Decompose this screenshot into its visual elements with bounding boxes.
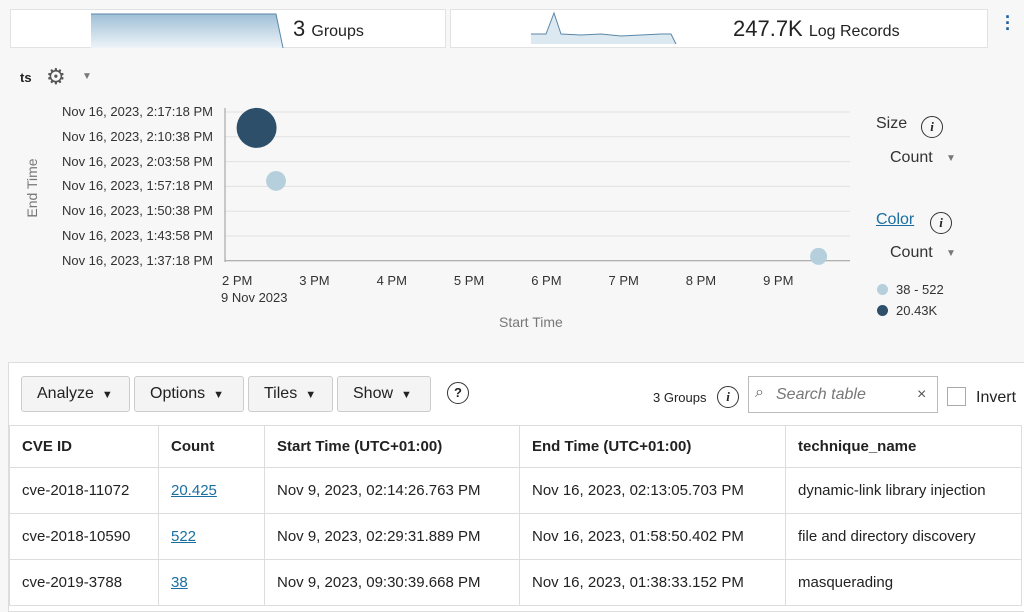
column-header[interactable]: CVE ID	[9, 425, 159, 468]
x-axis-title: Start Time	[499, 314, 563, 330]
table-cell: masquerading	[785, 559, 1022, 606]
table-cell: dynamic-link library injection	[785, 467, 1022, 514]
table-cell: cve-2019-3788	[9, 559, 159, 606]
color-legend-link[interactable]: Color	[876, 211, 915, 228]
info-icon[interactable]: i	[930, 212, 952, 234]
records-count: 247.7K Log Records	[733, 16, 900, 41]
table-row: cve-2019-3788 38 Nov 9, 2023, 09:30:39.668…	[9, 559, 1022, 606]
x-tick-label: 6 PM	[531, 273, 562, 288]
x-date-label: 9 Nov 2023	[221, 290, 288, 305]
table-cell: Nov 9, 2023, 02:14:26.763 PM	[264, 467, 520, 514]
y-tick-label: Nov 16, 2023, 1:37:18 PM	[61, 252, 213, 268]
invert-label: Invert	[976, 389, 1017, 406]
column-header[interactable]: technique_name	[785, 425, 1022, 468]
analyze-button[interactable]: Analyze ▼	[21, 376, 130, 412]
count-link[interactable]: 20.425	[171, 482, 217, 499]
bubble-cve-2019-3788[interactable]	[810, 247, 828, 265]
y-tick-label: Nov 16, 2023, 1:50:38 PM	[61, 203, 213, 219]
y-tick-label: Nov 16, 2023, 2:10:38 PM	[61, 128, 213, 144]
table-cell: 522	[158, 513, 265, 560]
color-dropdown[interactable]: Count	[890, 244, 933, 261]
column-header[interactable]: End Time (UTC+01:00)	[519, 425, 786, 468]
column-header[interactable]: Count	[158, 425, 265, 468]
records-sparkline	[531, 11, 677, 45]
table-row: cve-2018-11072 20.425 Nov 9, 2023, 02:14:2…	[9, 467, 1022, 514]
x-tick-label: 3 PM	[299, 273, 330, 288]
table-cell: cve-2018-11072	[9, 467, 159, 514]
x-tick-label: 2 PM	[222, 273, 253, 288]
table-cell: Nov 9, 2023, 02:29:31.889 PM	[264, 513, 520, 560]
bubble-cve-2018-10590[interactable]	[266, 170, 286, 191]
size-legend-title: Size	[876, 115, 908, 132]
legend-item: 20.43K	[877, 303, 937, 318]
column-header[interactable]: Start Time (UTC+01:00)	[264, 425, 520, 468]
x-tick-label: 5 PM	[453, 273, 485, 288]
info-icon[interactable]: i	[717, 386, 739, 408]
table-row: cve-2018-10590 522 Nov 9, 2023, 02:29:31.8…	[9, 513, 1022, 560]
table-cell: file and directory discovery	[785, 513, 1022, 560]
bubble-cve-2018-11072[interactable]	[236, 107, 277, 148]
table-cell: Nov 16, 2023, 02:13:05.703 PM	[519, 467, 786, 514]
groups-sparkline	[91, 13, 284, 49]
table-cell: Nov 9, 2023, 09:30:39.668 PM	[264, 559, 520, 606]
search-icon: ⌕	[755, 384, 764, 401]
size-dropdown[interactable]: Count	[890, 149, 933, 166]
count-link[interactable]: 38	[171, 574, 188, 591]
groups-summary-card[interactable]: 3 Groups	[10, 9, 446, 49]
help-icon[interactable]: ?	[447, 382, 469, 404]
show-button[interactable]: Show ▼	[337, 376, 431, 412]
chevron-down-icon[interactable]: ▼	[946, 248, 956, 259]
x-tick-label: 4 PM	[376, 273, 407, 288]
table-cell: cve-2018-10590	[9, 513, 159, 560]
count-link[interactable]: 522	[171, 528, 197, 545]
y-tick-label: Nov 16, 2023, 1:43:58 PM	[61, 228, 213, 243]
tiles-button[interactable]: Tiles ▼	[248, 376, 333, 412]
legend-item: 38 - 522	[877, 282, 944, 297]
options-button[interactable]: Options ▼	[134, 376, 244, 412]
groups-count-label: 3 Groups	[653, 390, 707, 405]
groups-count: 3 Groups	[293, 16, 364, 41]
chevron-down-icon[interactable]: ▼	[946, 153, 956, 164]
table-cell: 38	[158, 559, 265, 606]
y-tick-label: Nov 16, 2023, 1:57:18 PM	[61, 178, 213, 194]
legend-swatch	[877, 284, 888, 295]
table-cell: 20.425	[158, 467, 265, 514]
more-options-icon[interactable]: · · ·	[1005, 7, 1011, 39]
y-tick-label: Nov 16, 2023, 2:17:18 PM	[61, 104, 213, 119]
info-icon[interactable]: i	[921, 116, 943, 138]
results-table: CVE ID Count Start Time (UTC+01:00) End Tim…	[9, 425, 1022, 606]
y-tick-label: Nov 16, 2023, 2:03:58 PM	[61, 153, 213, 169]
gear-icon[interactable]: ⚙	[46, 64, 66, 89]
x-tick-label: 7 PM	[608, 273, 639, 288]
x-tick-label: 8 PM	[685, 273, 717, 288]
bubble-chart	[224, 107, 850, 265]
chart-field-label: ts	[20, 70, 32, 85]
invert-checkbox[interactable]	[947, 387, 966, 406]
clear-search-icon[interactable]: ×	[917, 386, 927, 403]
table-cell: Nov 16, 2023, 01:38:33.152 PM	[519, 559, 786, 606]
records-summary-card[interactable]: 247.7K Log Records	[450, 9, 988, 48]
chevron-down-icon[interactable]: ▼	[82, 71, 92, 82]
table-cell: Nov 16, 2023, 01:58:50.402 PM	[519, 513, 786, 560]
x-tick-label: 9 PM	[763, 273, 794, 288]
search-input[interactable]: ⌕ Search table ×	[748, 376, 938, 413]
legend-swatch	[877, 305, 888, 316]
